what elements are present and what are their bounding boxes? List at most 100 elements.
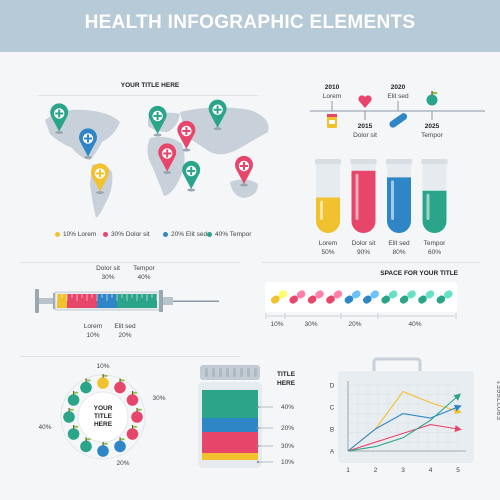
bottle-leader-dot [256, 426, 260, 430]
pill-capsule-half [425, 290, 435, 299]
timeline: 2010 Lorem 2015 Dolor sit 2020 Elit sed 2025 Te… [310, 84, 485, 139]
apple-leaf [120, 379, 125, 382]
test-tube-1: Dolor sit 90% [350, 159, 377, 256]
pills-chart: 10% 30% 20% 40% [265, 282, 457, 328]
pin-shadow [96, 191, 104, 194]
bottle-label: 40% [281, 404, 294, 411]
apple-leaf [73, 391, 79, 394]
syringe-segment-0 [57, 294, 67, 308]
x-tick-label: 2 [374, 467, 378, 474]
apple-ring-label: 30% [152, 395, 165, 402]
pill-capsule-icon [381, 295, 391, 304]
apple-stem [119, 378, 121, 383]
apple-stem [85, 437, 87, 441]
pin-shadow [55, 131, 64, 134]
apple-stem [131, 425, 134, 429]
test-tube-value: 80% [392, 249, 405, 256]
pill-capsule-half [351, 290, 361, 299]
legend-label: 20% Elit sed [171, 231, 208, 238]
pill-capsule-icon [362, 295, 372, 304]
bottle-cap-ridge [219, 368, 222, 377]
apple-stem [85, 378, 87, 383]
bottle-cap-ridge [205, 368, 208, 377]
pill-capsule-icon [399, 295, 409, 304]
bottle-title: TITLE [277, 371, 296, 378]
apple-11 [80, 378, 92, 394]
syringe-label: Tempor [133, 265, 156, 272]
map-pin-0 [50, 103, 69, 134]
bandage-icon [389, 113, 408, 128]
apple-ring-label: 10% [96, 363, 109, 370]
timeline-label: Elit sed [387, 93, 409, 100]
apple-10 [67, 391, 80, 406]
pill-0 [270, 290, 288, 304]
pin-shadow [240, 183, 248, 187]
apple-leaf [86, 438, 91, 441]
pill-7 [399, 290, 416, 304]
pill-capsule-icon [436, 295, 446, 304]
test-tube-rim [421, 159, 448, 165]
syringe-label: Lorem [84, 323, 102, 330]
pill-capsule-half [370, 290, 380, 299]
apple-8 [67, 425, 80, 440]
map-title-rule [38, 95, 258, 96]
apple-stem [431, 91, 433, 95]
series-arrow-3 [453, 393, 462, 401]
apple-stem [119, 437, 121, 441]
map-pin-2 [148, 105, 167, 137]
map-pin-1 [79, 128, 97, 159]
series-arrow-1 [453, 404, 462, 412]
syringe-plunger-rod [39, 298, 53, 304]
apple-leaf [103, 374, 108, 377]
apple-ring-title: TITLE [94, 413, 113, 420]
syringe-chart: Dolor sit 30% Tempor 40% Lorem 10% Elit sed 20% [35, 265, 219, 339]
page-title: HEALTH INFOGRAPHIC ELEMENTS [84, 12, 416, 33]
bottle-segment-3 [202, 453, 258, 460]
pill-capsule-half [333, 290, 343, 299]
apple-5 [114, 437, 126, 453]
section-divider [20, 356, 240, 357]
apple-9 [63, 408, 75, 423]
timeline-label: Dolor sit [353, 132, 377, 139]
x-tick-label: 5 [456, 467, 460, 474]
medical-cross-icon [240, 165, 248, 167]
pin-shadow [153, 133, 162, 137]
map-legend-item: 20% Elit sed [163, 231, 207, 238]
test-tube-rim [386, 159, 412, 165]
bottle-label: 20% [281, 425, 294, 432]
y-tick-label: D [330, 383, 335, 390]
pill-capsule-half [315, 290, 324, 299]
map-pin-6 [182, 160, 201, 192]
bottle-segment-0 [202, 390, 258, 418]
apple-icon [97, 377, 109, 389]
syringe-value: 10% [86, 332, 99, 339]
medical-cross-icon [84, 137, 92, 140]
test-tube-value: 60% [428, 249, 441, 256]
apple-stem [73, 425, 75, 429]
timeline-item-1: 2015 Dolor sit [353, 95, 377, 139]
syringe-value: 30% [101, 274, 114, 281]
world-map [45, 99, 269, 218]
medical-cross-icon [187, 170, 196, 172]
medicine-bottle-chart: TITLE HERE 40% 20% 30% 10% [198, 365, 296, 468]
map-pin-8 [235, 155, 253, 187]
apple-icon [80, 381, 92, 394]
apple-icon [67, 394, 80, 406]
section-divider [262, 262, 480, 263]
bottle-cap-ridge [247, 368, 250, 377]
map-title: YOUR TITLE HERE [120, 82, 180, 89]
pill-8 [418, 290, 435, 304]
timeline-year: 2010 [325, 84, 340, 91]
syringe-label: Elit sed [114, 323, 136, 330]
medical-cross-icon [153, 115, 162, 117]
legend-label: 40% Tempor [215, 231, 252, 238]
series-arrow-2 [454, 425, 462, 432]
pill-label: 10% [270, 321, 283, 328]
continent-asia [180, 107, 269, 155]
section-divider [20, 262, 240, 263]
pill-label: 40% [408, 321, 421, 328]
pill-5 [362, 290, 380, 304]
bottle-label: 30% [281, 443, 294, 450]
bottle-leader-dot [256, 444, 260, 448]
